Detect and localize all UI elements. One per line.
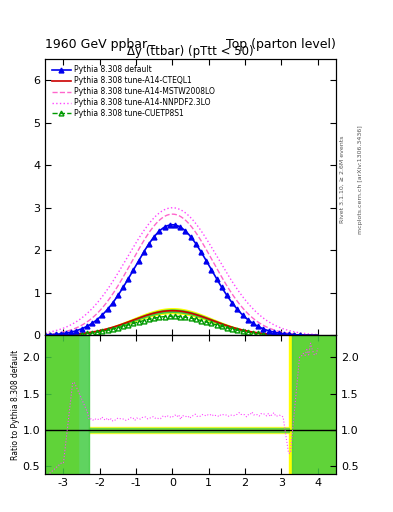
Bar <box>45 335 89 474</box>
Title: Δy (t̅tbar) (pTtt < 50): Δy (t̅tbar) (pTtt < 50) <box>127 45 254 58</box>
Legend: Pythia 8.308 default, Pythia 8.308 tune-A14-CTEQL1, Pythia 8.308 tune-A14-MSTW20: Pythia 8.308 default, Pythia 8.308 tune-… <box>52 66 215 118</box>
Text: 1960 GeV ppbar: 1960 GeV ppbar <box>45 38 147 51</box>
Bar <box>292 335 336 474</box>
Bar <box>289 335 336 474</box>
Y-axis label: Ratio to Pythia 8.308 default: Ratio to Pythia 8.308 default <box>11 349 20 460</box>
Text: Rivet 3.1.10, ≥ 2.6M events: Rivet 3.1.10, ≥ 2.6M events <box>340 136 345 223</box>
Text: mcplots.cern.ch [arXiv:1306.3436]: mcplots.cern.ch [arXiv:1306.3436] <box>358 125 363 233</box>
Text: Top (parton level): Top (parton level) <box>226 38 336 51</box>
Bar <box>45 335 78 474</box>
